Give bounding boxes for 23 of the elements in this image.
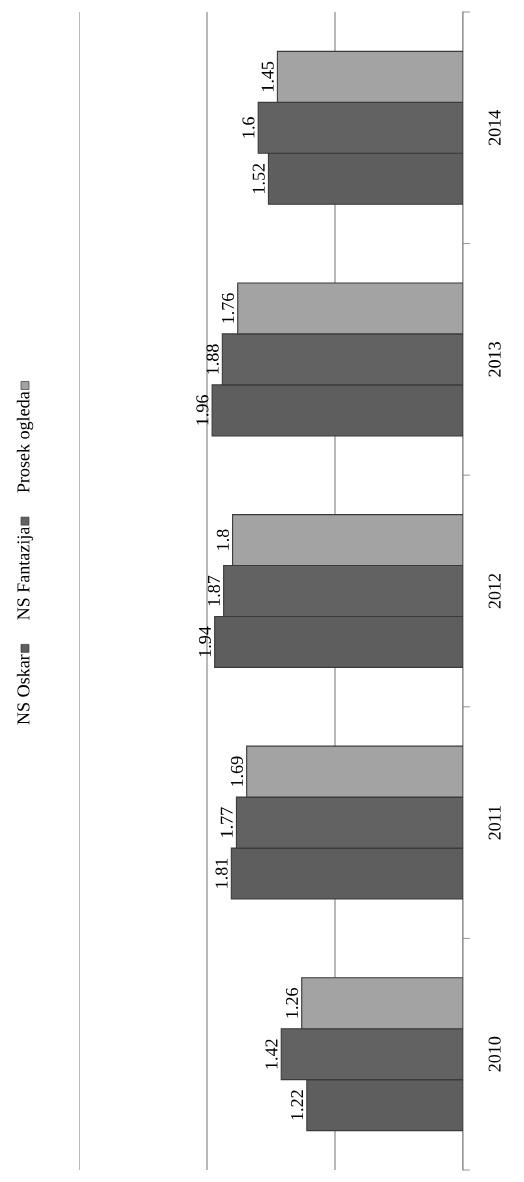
data-label: 1.6	[242, 117, 255, 138]
data-label: 1.87	[207, 575, 221, 606]
y-tick-label: 2012	[488, 573, 501, 609]
y-tick-label: 2011	[488, 805, 501, 840]
data-label: 1.96	[196, 395, 209, 425]
data-label: 1.45	[261, 61, 274, 92]
y-tick-label: 2013	[488, 342, 501, 377]
data-label: 1.52	[252, 163, 265, 193]
y-tick-label: 2014	[488, 110, 501, 146]
data-label: 1.94	[198, 626, 212, 657]
data-label: 1.8	[216, 529, 230, 550]
data-label: 1.42	[265, 1039, 278, 1069]
y-tick-label: 2010	[488, 1036, 501, 1072]
data-label: 1.69	[230, 756, 244, 786]
legend-label: NS Oskar	[16, 654, 30, 725]
data-label: 1.76	[221, 293, 235, 323]
data-label: 1.22	[291, 1090, 304, 1120]
data-label: 1.81	[215, 858, 228, 888]
data-label: 1.26	[285, 987, 299, 1018]
data-label: 1.77	[220, 807, 233, 837]
data-label: 1.88	[206, 344, 219, 374]
legend-label: Prosek ogleda	[16, 391, 34, 493]
legend-label: NS Fantazija	[17, 526, 34, 620]
